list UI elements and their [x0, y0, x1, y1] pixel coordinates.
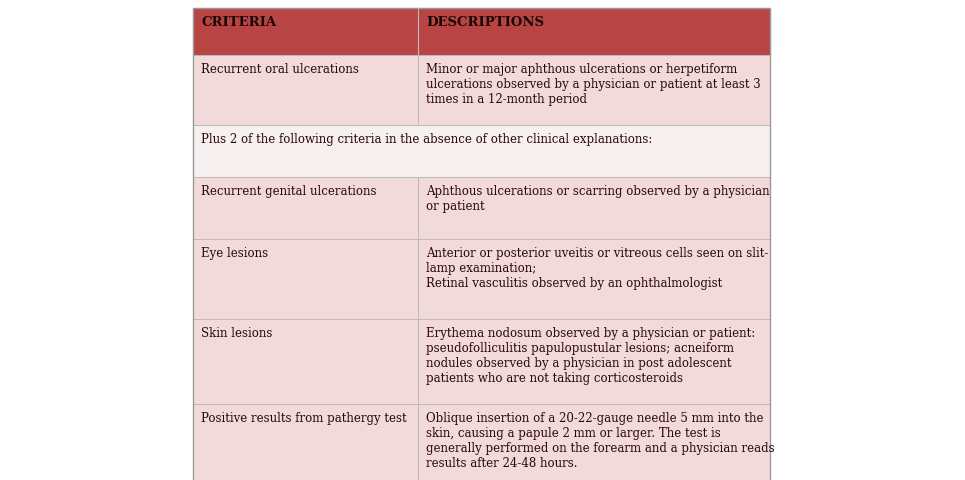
Bar [193, 239, 418, 319]
Bar [418, 239, 770, 319]
Bar [193, 55, 418, 125]
Text: CRITERIA: CRITERIA [201, 16, 276, 29]
Bar [193, 177, 418, 239]
Bar [418, 404, 770, 480]
Text: Anterior or posterior uveitis or vitreous cells seen on slit-
lamp examination;: Anterior or posterior uveitis or vitreou… [426, 247, 768, 275]
Text: Skin lesions: Skin lesions [201, 327, 272, 340]
Text: Recurrent oral ulcerations: Recurrent oral ulcerations [201, 63, 359, 76]
Bar [193, 8, 770, 480]
Text: Plus 2 of the following criteria in the absence of other clinical explanations:: Plus 2 of the following criteria in the … [201, 133, 652, 146]
Bar [193, 404, 418, 480]
Text: Retinal vasculitis observed by an ophthalmologist: Retinal vasculitis observed by an ophtha… [426, 277, 722, 290]
Bar [418, 177, 770, 239]
Text: Minor or major aphthous ulcerations or herpetiform
ulcerations observed by a phy: Minor or major aphthous ulcerations or h… [426, 63, 760, 106]
Bar [193, 319, 418, 404]
Bar [418, 319, 770, 404]
Text: Eye lesions: Eye lesions [201, 247, 268, 260]
Text: Recurrent genital ulcerations: Recurrent genital ulcerations [201, 185, 376, 198]
Text: Erythema nodosum observed by a physician or patient:
pseudofolliculitis papulopu: Erythema nodosum observed by a physician… [426, 327, 756, 385]
Bar [193, 125, 770, 177]
Text: Positive results from pathergy test: Positive results from pathergy test [201, 412, 406, 425]
Text: DESCRIPTIONS: DESCRIPTIONS [426, 16, 544, 29]
Bar [418, 55, 770, 125]
Text: Aphthous ulcerations or scarring observed by a physician
or patient: Aphthous ulcerations or scarring observe… [426, 185, 770, 213]
Bar [193, 8, 770, 55]
Text: Oblique insertion of a 20-22-gauge needle 5 mm into the
skin, causing a papule 2: Oblique insertion of a 20-22-gauge needl… [426, 412, 775, 470]
